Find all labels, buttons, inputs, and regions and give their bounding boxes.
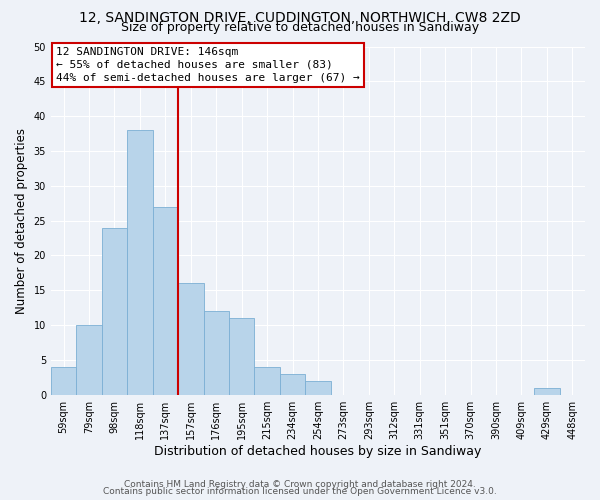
Text: 12 SANDINGTON DRIVE: 146sqm
← 55% of detached houses are smaller (83)
44% of sem: 12 SANDINGTON DRIVE: 146sqm ← 55% of det… — [56, 46, 360, 83]
Bar — [51, 367, 76, 394]
Bar — [305, 381, 331, 394]
Y-axis label: Number of detached properties: Number of detached properties — [15, 128, 28, 314]
Bar — [178, 284, 203, 395]
Text: Contains HM Land Registry data © Crown copyright and database right 2024.: Contains HM Land Registry data © Crown c… — [124, 480, 476, 489]
Bar — [127, 130, 152, 394]
Bar — [203, 311, 229, 394]
Bar — [280, 374, 305, 394]
Text: 12, SANDINGTON DRIVE, CUDDINGTON, NORTHWICH, CW8 2ZD: 12, SANDINGTON DRIVE, CUDDINGTON, NORTHW… — [79, 11, 521, 25]
Text: Contains public sector information licensed under the Open Government Licence v3: Contains public sector information licen… — [103, 487, 497, 496]
X-axis label: Distribution of detached houses by size in Sandiway: Distribution of detached houses by size … — [154, 444, 482, 458]
Bar — [534, 388, 560, 394]
Text: Size of property relative to detached houses in Sandiway: Size of property relative to detached ho… — [121, 22, 479, 35]
Bar — [229, 318, 254, 394]
Bar — [254, 367, 280, 394]
Bar — [76, 325, 102, 394]
Bar — [102, 228, 127, 394]
Bar — [152, 206, 178, 394]
